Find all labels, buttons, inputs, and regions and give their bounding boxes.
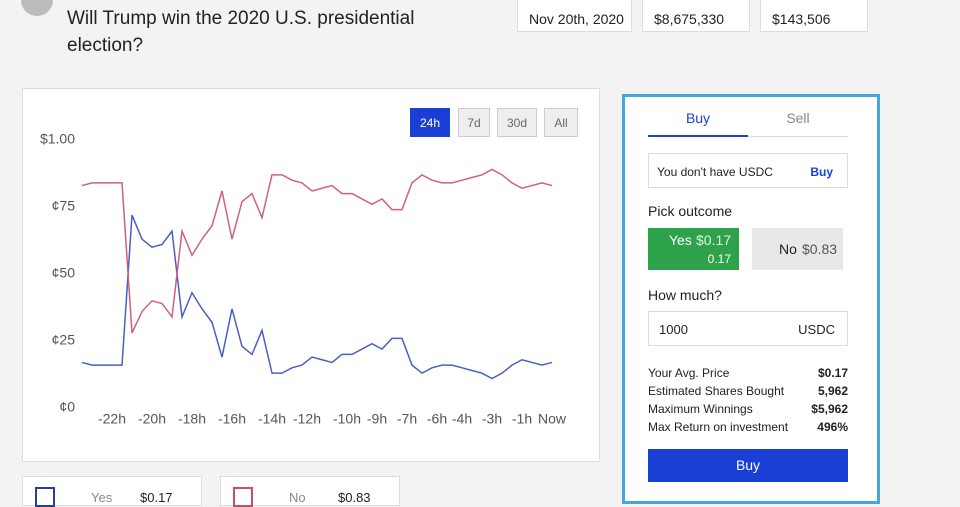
- outcome-price: $0.83: [338, 490, 371, 505]
- tab[interactable]: Sell: [786, 110, 810, 126]
- avatar: [21, 0, 53, 16]
- outcome-price: $0.17: [140, 490, 173, 505]
- notice-text: You don't have USDC: [657, 165, 773, 179]
- chart-card: [22, 88, 600, 462]
- notice-box: You don't have USDC Buy: [648, 153, 848, 188]
- outcome-no[interactable]: No $0.83: [752, 228, 843, 270]
- row-value: $5,962: [811, 402, 848, 416]
- y-tick-label: ¢75: [52, 198, 76, 214]
- outcome-name: Yes: [669, 232, 692, 248]
- y-tick-label: ¢0: [59, 399, 75, 415]
- page: { "question": "Will Trump win the 2020 U…: [21, 0, 880, 507]
- x-tick-label: -3h: [482, 411, 502, 427]
- section-label: How much?: [648, 287, 722, 303]
- range-button[interactable]: 30d: [497, 108, 537, 137]
- outcome-name: No: [779, 241, 797, 257]
- summary-row: Estimated Shares Bought 5,962: [648, 384, 848, 398]
- icon: [35, 487, 55, 507]
- x-tick-label: -4h: [452, 411, 472, 427]
- summary-row: Maximum Winnings $5,962: [648, 402, 848, 416]
- outcome-sub: 0.17: [707, 252, 731, 266]
- stat-card: $143,506: [760, 0, 868, 32]
- x-tick-label: -22h: [98, 411, 126, 427]
- tab-underline: [648, 135, 748, 137]
- x-tick-label: -9h: [367, 411, 387, 427]
- chart: $1.00 ¢75 ¢50 ¢25 ¢0 -22h -20h -18h -16h -14h -12h…: [40, 131, 567, 427]
- x-tick-label: -16h: [218, 411, 246, 427]
- range-button[interactable]: 24h: [410, 108, 450, 137]
- section-label: Pick outcome: [648, 203, 733, 219]
- row-label: Your Avg. Price: [648, 366, 730, 380]
- row-value: 496%: [817, 420, 848, 434]
- notice-action[interactable]: Buy: [810, 165, 833, 179]
- amount-input[interactable]: 1000 USDC: [648, 311, 848, 346]
- y-tick-label: ¢50: [52, 265, 76, 281]
- y-tick-label: $1.00: [40, 131, 75, 147]
- outcome-yes[interactable]: Yes $0.17 0.17: [648, 228, 739, 270]
- currency: USDC: [798, 322, 835, 337]
- row-label: Maximum Winnings: [648, 402, 753, 416]
- row-label: Max Return on investment: [648, 420, 789, 434]
- x-tick-label: -14h: [258, 411, 286, 427]
- outcome-price: $0.83: [802, 241, 838, 257]
- submit-button[interactable]: Buy: [648, 449, 848, 482]
- tab-divider: [648, 136, 848, 137]
- icon: [233, 487, 253, 507]
- outcome-name: No: [289, 490, 306, 505]
- row-value: 5,962: [817, 384, 848, 398]
- x-tick-label: -7h: [397, 411, 417, 427]
- x-tick-label: Now: [538, 411, 567, 427]
- summary-row: Your Avg. Price $0.17: [648, 366, 848, 380]
- row-value: $0.17: [817, 366, 848, 380]
- x-tick-label: -12h: [293, 411, 321, 427]
- x-tick-label: -10h: [333, 411, 361, 427]
- stat-card: $8,675,330: [642, 0, 750, 32]
- outcome-card[interactable]: Yes $0.17: [22, 476, 202, 507]
- question-title: Will Trump win the 2020 U.S. presidentia…: [67, 8, 415, 56]
- amount-value: 1000: [659, 322, 688, 337]
- outcome-price: $0.17: [696, 232, 732, 248]
- stat-card: Nov 20th, 2020: [517, 0, 632, 32]
- x-tick-label: -20h: [138, 411, 166, 427]
- range-button[interactable]: 7d: [458, 108, 490, 137]
- outcome-name: Yes: [91, 490, 113, 505]
- tab[interactable]: Buy: [685, 110, 711, 126]
- y-tick-label: ¢25: [52, 332, 76, 348]
- range-button[interactable]: All: [544, 108, 578, 137]
- x-tick-label: -6h: [427, 411, 447, 427]
- x-tick-label: -1h: [512, 411, 532, 427]
- x-tick-label: -18h: [178, 411, 206, 427]
- row-label: Estimated Shares Bought: [648, 384, 785, 398]
- series-line: [81, 214, 553, 380]
- series-line: [81, 168, 553, 334]
- summary-row: Max Return on investment 496%: [648, 420, 848, 434]
- outcome-card[interactable]: No $0.83: [220, 476, 400, 507]
